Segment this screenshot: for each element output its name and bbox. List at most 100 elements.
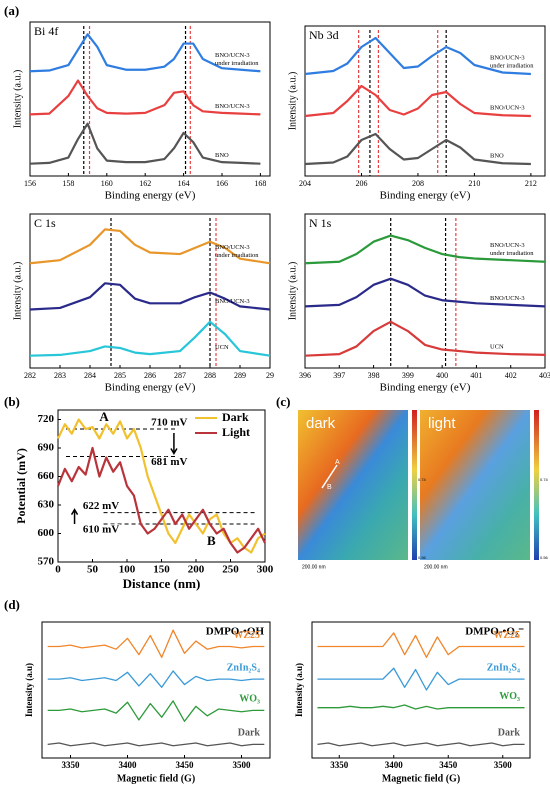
x-axis-label: Binding energy (eV) (105, 190, 196, 202)
x-tick-label: 285 (114, 371, 126, 380)
series-line (304, 36, 531, 76)
plot-frame (41, 621, 271, 759)
panel-label: (b) (4, 394, 20, 409)
series-line (317, 632, 525, 659)
panel-title: Bi 4f (34, 24, 58, 38)
series-line (47, 742, 265, 747)
y-tick-label: 600 (38, 527, 55, 539)
x-tick-label: 162 (139, 179, 151, 188)
series-label: BNO/UCN-3 (490, 242, 525, 249)
panel-label: (a) (4, 3, 19, 18)
y-axis-label: Potential (mV) (14, 448, 28, 524)
series-line (47, 700, 265, 722)
image-label: dark (306, 415, 336, 432)
annotation: 681 mV (151, 456, 187, 468)
series-label: Dark (238, 728, 261, 739)
y-tick-label: 570 (38, 556, 55, 568)
series-label: WO₃ (239, 694, 260, 705)
series-line (317, 667, 525, 691)
colorbar-label: 0.74 (418, 477, 427, 482)
colorbar-label: 0.56 (540, 555, 549, 560)
image-label: light (428, 415, 456, 432)
series-line (304, 132, 531, 166)
x-tick-label: 3450 (176, 760, 195, 770)
series-label: WZ25 (493, 630, 520, 641)
arrow (70, 508, 79, 524)
annotation: 710 mV (151, 417, 187, 429)
x-tick-label: 3350 (62, 760, 81, 770)
colorbar-label: 0.74 (540, 477, 549, 482)
x-tick-label: 402 (505, 371, 517, 380)
series-label: BNO/UCN-3 (215, 244, 250, 251)
x-axis-label: Binding energy (eV) (105, 382, 196, 394)
series-label: under irradiation (490, 250, 534, 257)
legend-label: Dark (222, 410, 249, 424)
panel-label: (c) (276, 394, 290, 409)
series-label: Dark (498, 728, 521, 739)
x-tick-label: 398 (368, 371, 380, 380)
x-tick-label: 3400 (385, 760, 404, 770)
panel-title: DMPO-•OH (206, 626, 265, 638)
series-label: under irradiation (215, 60, 259, 67)
arrow (170, 433, 178, 456)
x-tick-label: 158 (62, 179, 74, 188)
series-line (304, 84, 531, 118)
panel-label: (d) (4, 597, 20, 612)
y-axis-label: Intensity (a.u.) (12, 70, 23, 129)
x-tick-label: 208 (412, 179, 424, 188)
series-line (317, 704, 525, 710)
x-tick-label: 200 (188, 564, 205, 576)
x-tick-label: 29 (266, 371, 274, 380)
x-axis-label: Distance (nm) (123, 576, 201, 591)
x-tick-label: 164 (178, 179, 190, 188)
plot-frame (304, 25, 546, 177)
x-tick-label: 289 (234, 371, 246, 380)
series-label: WZ25 (233, 630, 260, 641)
series-label: BNO/UCN-3 (490, 54, 525, 61)
x-tick-label: 166 (216, 179, 228, 188)
x-tick-label: 286 (144, 371, 156, 380)
series-label: under irradiation (215, 252, 259, 259)
x-tick-label: 283 (54, 371, 66, 380)
series-label: BNO/UCN-3 (215, 52, 250, 59)
x-tick-label: 396 (299, 371, 311, 380)
x-tick-label: 3400 (119, 760, 138, 770)
x-tick-label: 403 (539, 371, 550, 380)
series-line (29, 122, 261, 165)
x-tick-label: 300 (257, 564, 274, 576)
x-tick-label: 204 (299, 179, 311, 188)
x-axis-label: Magnetic field (G) (117, 773, 195, 784)
x-tick-label: 212 (525, 179, 537, 188)
x-tick-label: 250 (222, 564, 239, 576)
series-line (304, 277, 546, 308)
series-line (304, 234, 546, 265)
panel-title: N 1s (309, 216, 332, 230)
legend-label: Light (222, 425, 250, 439)
y-axis-label: Intensity (a.u) (294, 663, 304, 717)
panel-title: DMPO-•O₂⁻ (465, 626, 524, 638)
series-line (29, 79, 261, 116)
panel-title: Nb 3d (309, 28, 339, 42)
series-line (56, 446, 266, 554)
y-tick-label: 720 (38, 413, 55, 425)
x-tick-label: 397 (333, 371, 345, 380)
x-tick-label: 399 (402, 371, 414, 380)
colorbar (412, 410, 417, 560)
x-tick-label: 100 (119, 564, 136, 576)
series-line (29, 228, 271, 265)
panel-title: C 1s (34, 216, 56, 230)
plot-frame (311, 621, 531, 759)
marker-label: A (335, 459, 340, 466)
scale-label: 200.00 nm (424, 564, 448, 570)
point-label: B (207, 533, 216, 548)
x-axis-label: Magnetic field (G) (382, 773, 460, 784)
y-axis-label: Intensity (a.u) (24, 663, 34, 717)
kpfm-images: dark light A B 200.00 nm 200.00 nm 0.74 … (298, 410, 549, 570)
kpfm-dark (298, 410, 408, 560)
point-label: A (99, 409, 109, 424)
y-axis-label: Intensity (a.u.) (12, 262, 23, 321)
series-label: ZnIn₂S₄ (227, 662, 260, 673)
y-axis-label: Intensity (a.u.) (287, 72, 298, 131)
y-tick-label: 660 (38, 470, 55, 482)
